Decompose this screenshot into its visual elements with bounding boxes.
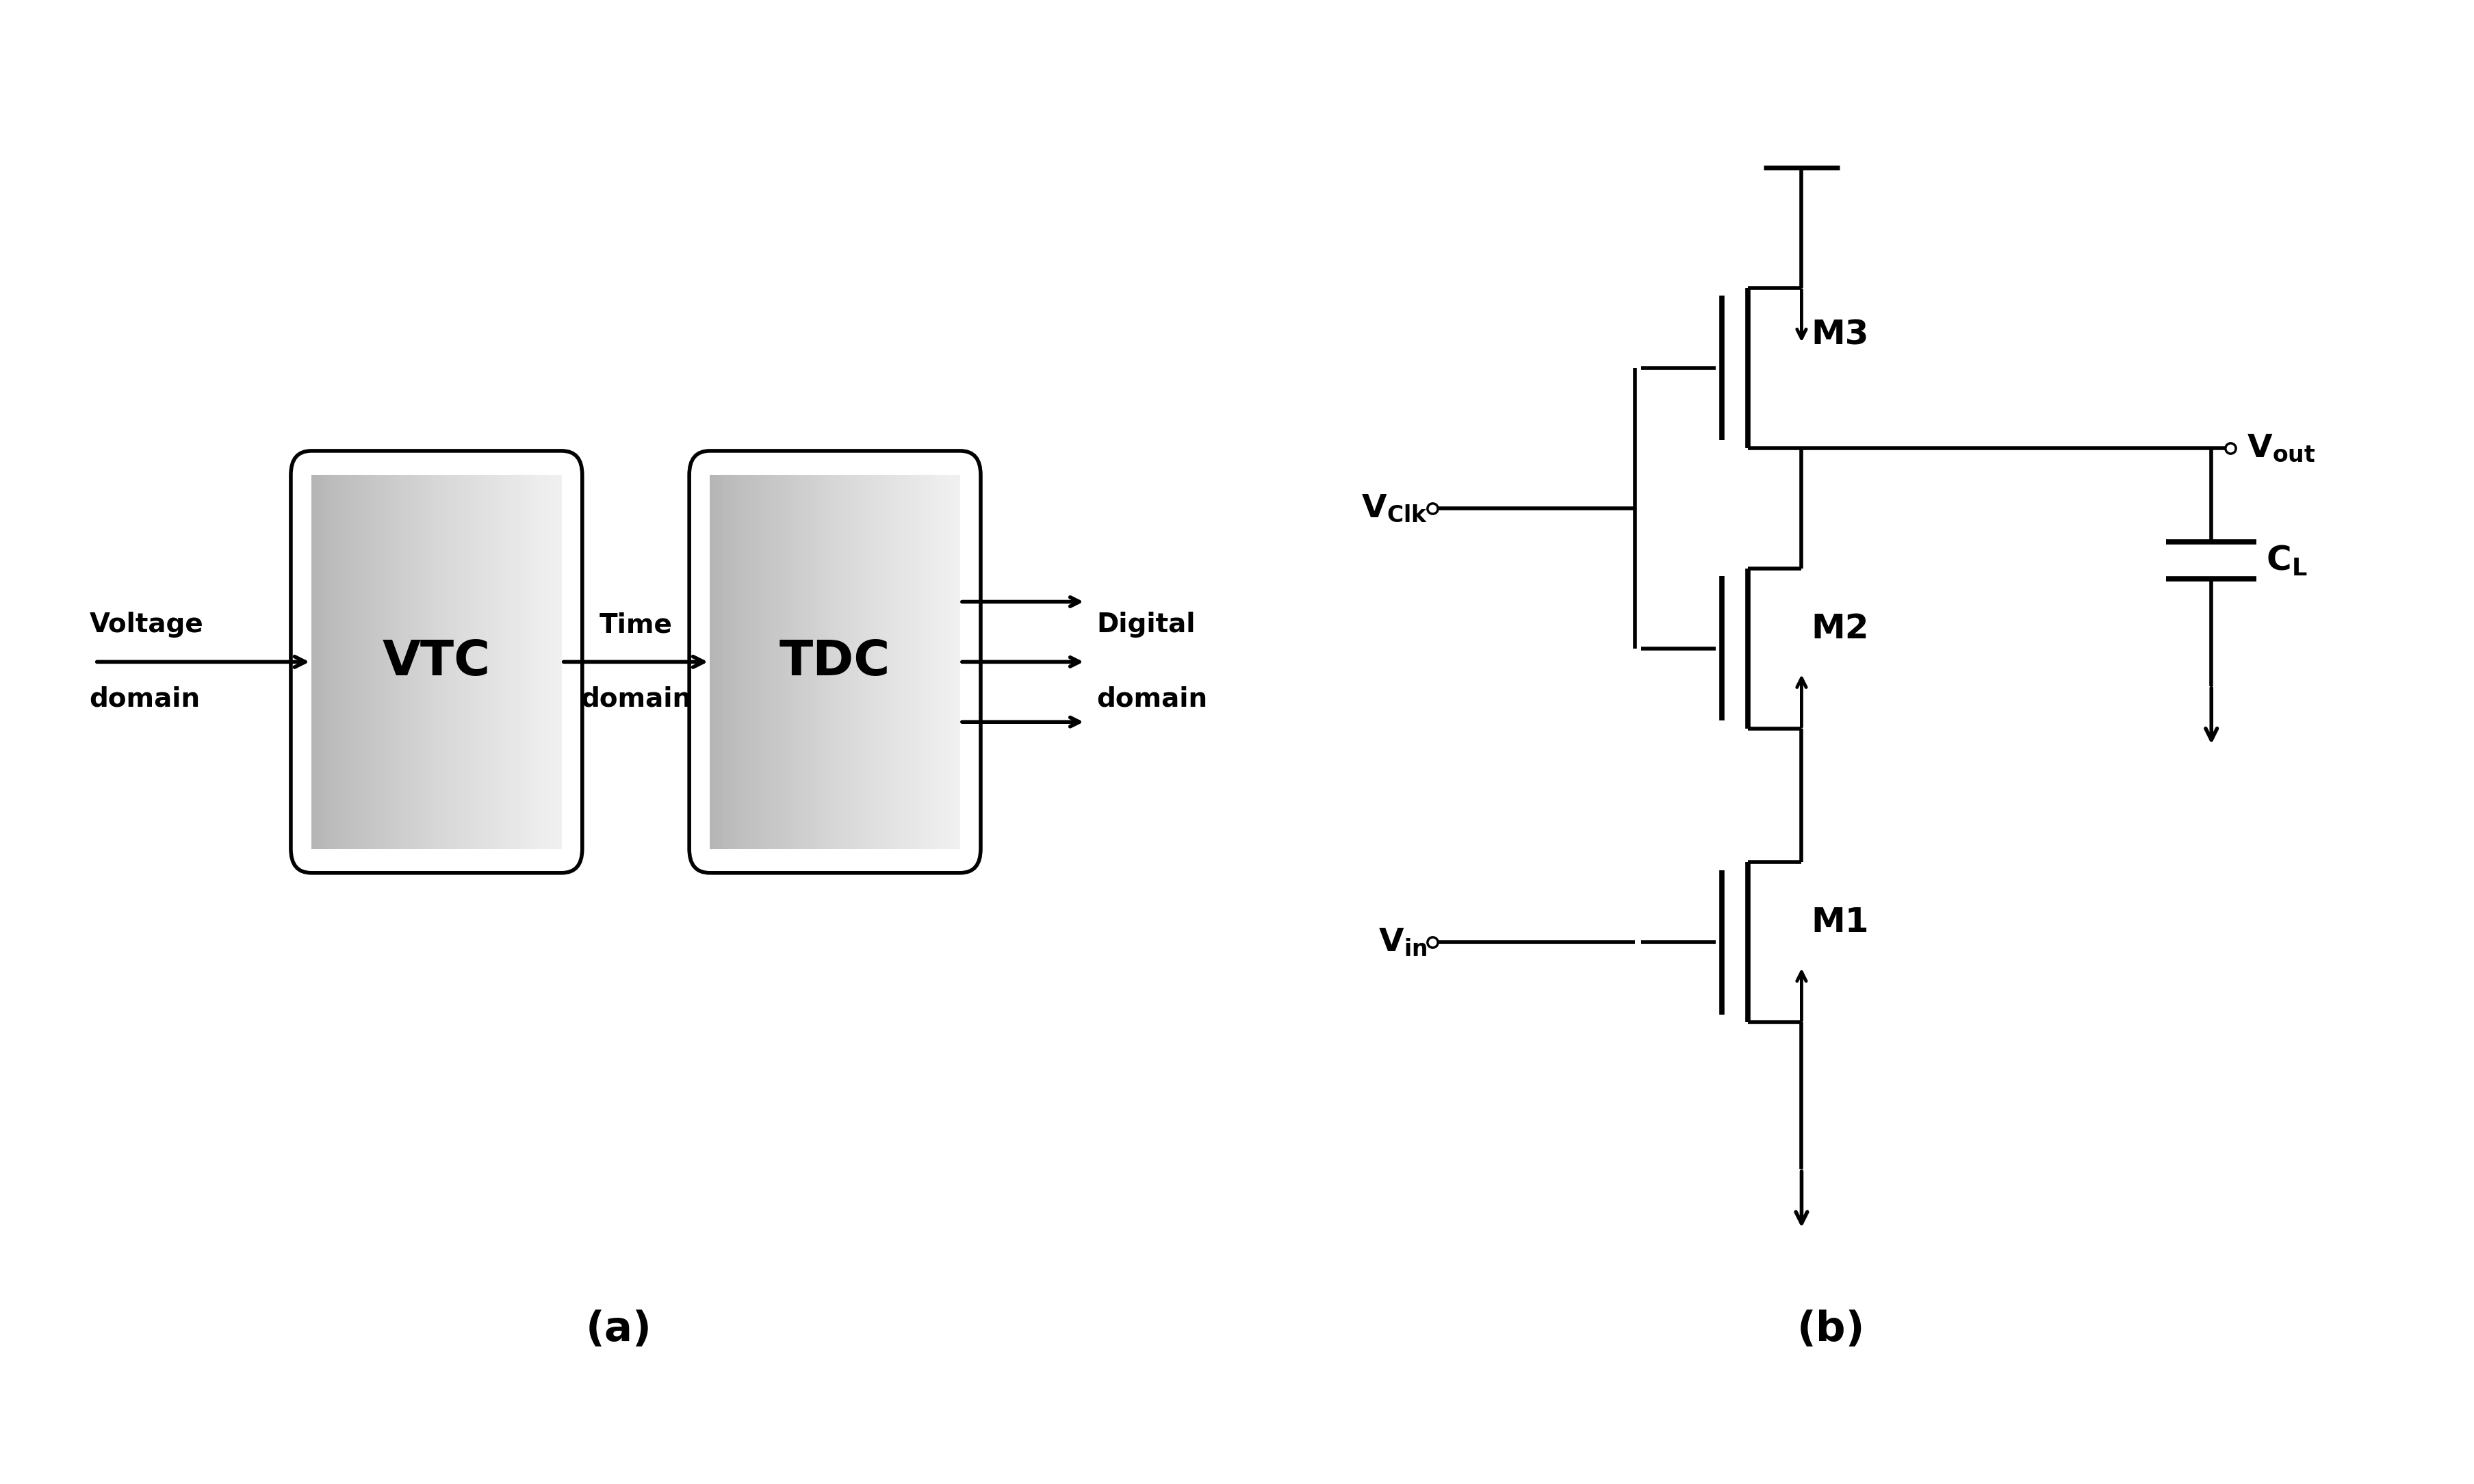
Text: M1: M1 <box>1811 905 1868 939</box>
Text: VTC: VTC <box>383 638 490 686</box>
Text: domain: domain <box>579 686 690 712</box>
Text: Digital: Digital <box>1096 611 1195 638</box>
Text: (a): (a) <box>586 1309 651 1350</box>
FancyBboxPatch shape <box>292 451 581 873</box>
Text: TDC: TDC <box>779 638 891 686</box>
Text: Voltage: Voltage <box>89 611 203 638</box>
Text: M3: M3 <box>1811 318 1868 352</box>
Text: $\mathbf{V}_{\mathbf{in}}$: $\mathbf{V}_{\mathbf{in}}$ <box>1378 928 1427 957</box>
Text: domain: domain <box>1096 686 1207 712</box>
Text: (b): (b) <box>1796 1309 1865 1350</box>
Text: $\mathbf{C}_{\mathbf{L}}$: $\mathbf{C}_{\mathbf{L}}$ <box>2266 543 2306 577</box>
Text: Time: Time <box>599 611 673 638</box>
Text: domain: domain <box>89 686 200 712</box>
Text: $\mathbf{V}_{\mathbf{out}}$: $\mathbf{V}_{\mathbf{out}}$ <box>2246 433 2316 463</box>
Text: $\mathbf{V}_{\mathbf{Clk}}$: $\mathbf{V}_{\mathbf{Clk}}$ <box>1361 493 1427 524</box>
Text: M2: M2 <box>1811 611 1868 646</box>
FancyBboxPatch shape <box>690 451 980 873</box>
